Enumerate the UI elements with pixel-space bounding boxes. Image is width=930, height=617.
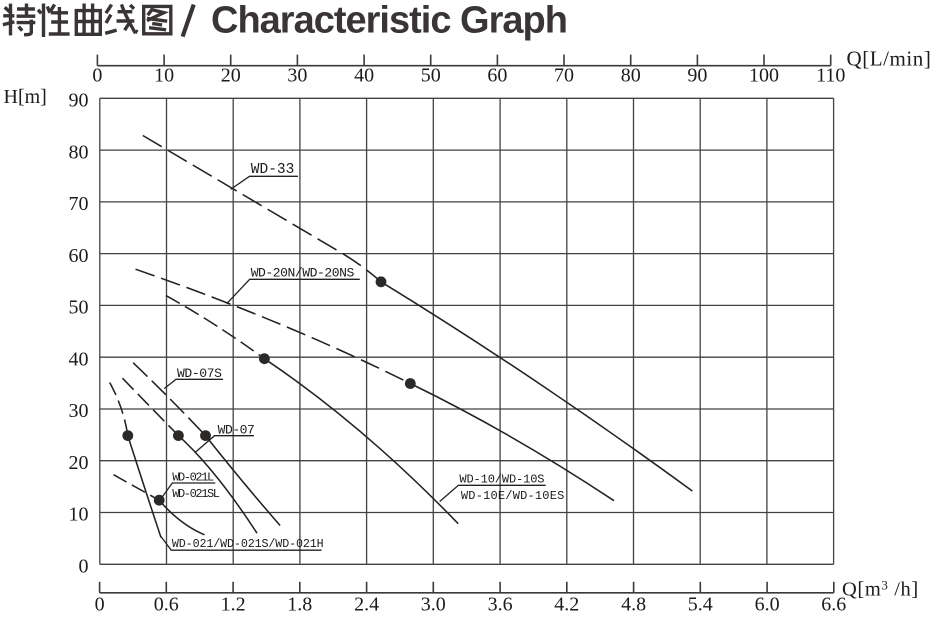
svg-text:Q[m3 /h]: Q[m3 /h] <box>842 577 919 600</box>
svg-text:80: 80 <box>69 141 89 163</box>
svg-text:70: 70 <box>554 65 574 87</box>
svg-text:90: 90 <box>69 90 89 112</box>
svg-text:70: 70 <box>69 193 89 215</box>
svg-text:0: 0 <box>92 65 102 87</box>
svg-text:4.2: 4.2 <box>554 594 579 616</box>
svg-text:WD-021/WD-021S/WD-021H: WD-021/WD-021S/WD-021H <box>172 537 324 551</box>
svg-text:1.8: 1.8 <box>287 594 312 616</box>
svg-text:20: 20 <box>221 65 241 87</box>
svg-text:100: 100 <box>749 65 779 87</box>
svg-text:60: 60 <box>69 245 89 267</box>
svg-text:WD-07: WD-07 <box>218 422 255 437</box>
svg-text:Q[L/min]: Q[L/min] <box>847 46 930 70</box>
svg-text:WD-10/WD-10S: WD-10/WD-10S <box>459 473 544 487</box>
svg-text:60: 60 <box>487 65 507 87</box>
svg-text:90: 90 <box>687 65 707 87</box>
svg-text:WD-07S: WD-07S <box>177 366 222 381</box>
svg-text:WD-021L: WD-021L <box>172 471 214 485</box>
svg-text:110: 110 <box>816 65 845 87</box>
svg-text:40: 40 <box>354 65 374 87</box>
svg-text:6.6: 6.6 <box>821 594 846 616</box>
svg-text:50: 50 <box>69 297 89 319</box>
svg-text:1.2: 1.2 <box>221 594 246 616</box>
svg-text:0: 0 <box>95 594 105 616</box>
svg-text:30: 30 <box>69 400 89 422</box>
svg-text:3.6: 3.6 <box>488 594 513 616</box>
svg-text:40: 40 <box>69 348 89 370</box>
svg-text:WD-10E/WD-10ES: WD-10E/WD-10ES <box>461 489 565 503</box>
svg-text:WD-20N/WD-20NS: WD-20N/WD-20NS <box>251 265 355 280</box>
svg-text:6.0: 6.0 <box>755 594 780 616</box>
svg-text:0: 0 <box>79 556 89 578</box>
svg-text:Characteristic Graph: Characteristic Graph <box>211 0 567 42</box>
svg-text:4.8: 4.8 <box>621 594 646 616</box>
svg-text:3.0: 3.0 <box>421 594 446 616</box>
svg-text:0.6: 0.6 <box>154 594 179 616</box>
svg-text:WD-021SL: WD-021SL <box>172 487 220 501</box>
svg-text:30: 30 <box>287 65 307 87</box>
svg-text:WD-33: WD-33 <box>251 162 295 178</box>
svg-text:5.4: 5.4 <box>688 594 713 616</box>
svg-text:80: 80 <box>621 65 641 87</box>
svg-text:2.4: 2.4 <box>354 594 379 616</box>
svg-text:20: 20 <box>69 452 89 474</box>
svg-text:50: 50 <box>421 65 441 87</box>
svg-text:10: 10 <box>154 65 174 87</box>
svg-text:H[m]: H[m] <box>4 86 47 108</box>
svg-text:10: 10 <box>69 504 89 526</box>
